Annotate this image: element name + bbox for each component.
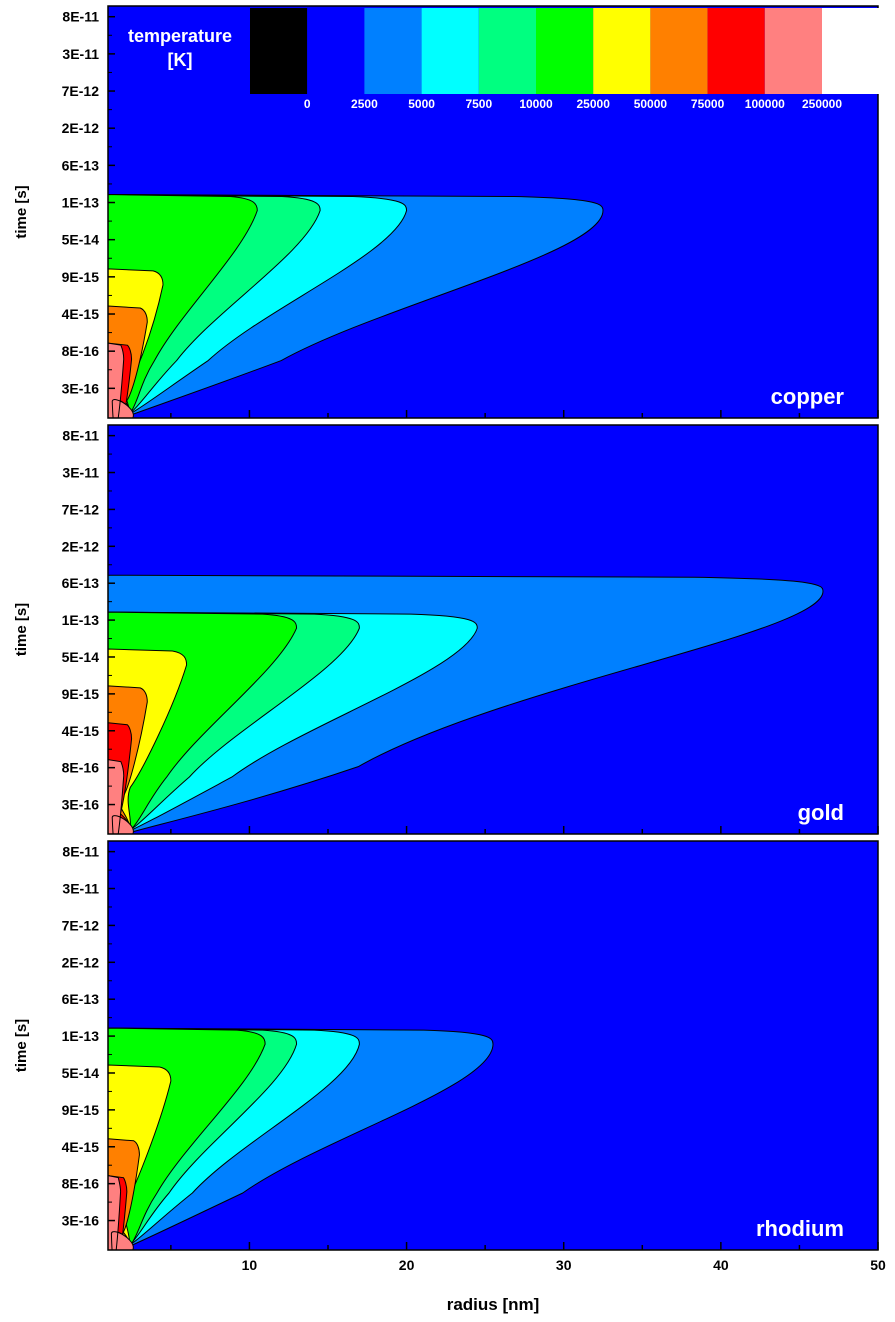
y-tick-label: 7E-12 <box>62 501 100 517</box>
panel-label-rhodium: rhodium <box>756 1216 844 1241</box>
legend-swatch <box>764 8 822 94</box>
y-tick-label: 2E-12 <box>62 120 100 136</box>
plot-area: 8E-11 3E-11 7E-12 2E-12 6E-13 1E-13 5E-14 9E-15… <box>13 5 886 1273</box>
legend-swatch <box>421 8 479 94</box>
contour-region <box>108 574 824 834</box>
legend-level-label: 5000 <box>408 97 435 111</box>
y-tick-label: 3E-11 <box>62 46 99 62</box>
y-tick-label: 9E-15 <box>62 686 100 702</box>
y-tick-label: 8E-11 <box>62 844 99 860</box>
legend-swatch <box>307 8 365 94</box>
panel-rhodium: 8E-11 3E-11 7E-12 2E-12 6E-13 1E-13 5E-14 9E-15… <box>13 840 879 1251</box>
contour-band-100000 <box>108 342 134 418</box>
y-tick-label: 1E-13 <box>62 195 100 211</box>
contour-region <box>108 194 604 418</box>
y-tick-label: 2E-12 <box>62 954 100 970</box>
x-axis-label: radius [nm] <box>447 1295 540 1314</box>
legend-level-label: 100000 <box>745 97 785 111</box>
x-tick-label: 40 <box>713 1257 729 1273</box>
x-tick-label: 30 <box>556 1257 572 1273</box>
y-tick-label: 4E-15 <box>62 1139 100 1155</box>
y-tick-label: 3E-11 <box>62 881 99 897</box>
y-tick-label: 3E-11 <box>62 465 99 481</box>
x-tick-label: 20 <box>399 1257 415 1273</box>
color-legend: 0 2500 5000 7500 10000 25000 50000 75000 100000 2… <box>128 8 880 111</box>
legend-level-label: 25000 <box>577 97 611 111</box>
contour-region <box>108 1027 494 1250</box>
y-tick-label: 8E-16 <box>62 343 100 359</box>
legend-swatch <box>478 8 536 94</box>
y-tick-label: 7E-12 <box>62 917 100 933</box>
y-tick-label: 3E-16 <box>62 1213 100 1229</box>
panel-frame <box>107 5 879 419</box>
legend-swatch <box>593 8 651 94</box>
legend-unit: [K] <box>168 50 193 70</box>
y-tick-label: 8E-11 <box>62 428 99 444</box>
panel-frame <box>107 424 879 835</box>
y-tick-label: 3E-16 <box>62 797 100 813</box>
y-tick-label: 8E-11 <box>62 9 99 25</box>
y-tick-label: 6E-13 <box>62 157 100 173</box>
y-tick-label: 3E-16 <box>62 380 100 396</box>
legend-level-label: 250000 <box>802 97 842 111</box>
y-axis-label: time [s] <box>13 1019 30 1072</box>
x-tick-label: 50 <box>870 1257 886 1273</box>
panel-frame <box>107 840 879 1251</box>
contour-band-10000 <box>108 194 258 418</box>
panel-gold: 8E-11 3E-11 7E-12 2E-12 6E-13 1E-13 5E-14 9E-15… <box>13 424 879 835</box>
legend-swatch <box>650 8 708 94</box>
y-tick-label: 4E-15 <box>62 723 100 739</box>
x-tick-label: 10 <box>242 1257 258 1273</box>
legend-swatch <box>250 8 308 94</box>
contour-band-100000 <box>108 1175 134 1250</box>
y-tick-label: 2E-12 <box>62 538 100 554</box>
legend-level-label: 7500 <box>465 97 492 111</box>
y-tick-label: 8E-16 <box>62 760 100 776</box>
y-tick-label: 5E-14 <box>62 232 100 248</box>
y-tick-label: 6E-13 <box>62 575 100 591</box>
legend-swatch <box>536 8 594 94</box>
y-tick-label: 5E-14 <box>62 649 100 665</box>
legend-level-label: 0 <box>304 97 311 111</box>
legend-level-label: 2500 <box>351 97 378 111</box>
panel-label-copper: copper <box>771 384 845 409</box>
y-tick-label: 7E-12 <box>62 83 100 99</box>
y-tick-label: 5E-14 <box>62 1065 100 1081</box>
legend-level-label: 75000 <box>691 97 725 111</box>
legend-swatch <box>364 8 422 94</box>
y-tick-label: 1E-13 <box>62 1028 100 1044</box>
panel-label-gold: gold <box>798 800 844 825</box>
y-axis-label: time [s] <box>13 603 30 656</box>
y-tick-label: 8E-16 <box>62 1176 100 1192</box>
y-tick-label: 4E-15 <box>62 306 100 322</box>
legend-title: temperature <box>128 26 232 46</box>
y-tick-label: 9E-15 <box>62 269 100 285</box>
y-tick-label: 6E-13 <box>62 991 100 1007</box>
legend-swatch <box>822 8 880 94</box>
contour-band-100000 <box>108 759 134 834</box>
y-axis-label: time [s] <box>13 185 30 238</box>
legend-level-label: 10000 <box>519 97 553 111</box>
y-tick-label: 9E-15 <box>62 1102 100 1118</box>
legend-swatch <box>707 8 765 94</box>
y-tick-label: 1E-13 <box>62 612 100 628</box>
legend-level-label: 50000 <box>634 97 668 111</box>
